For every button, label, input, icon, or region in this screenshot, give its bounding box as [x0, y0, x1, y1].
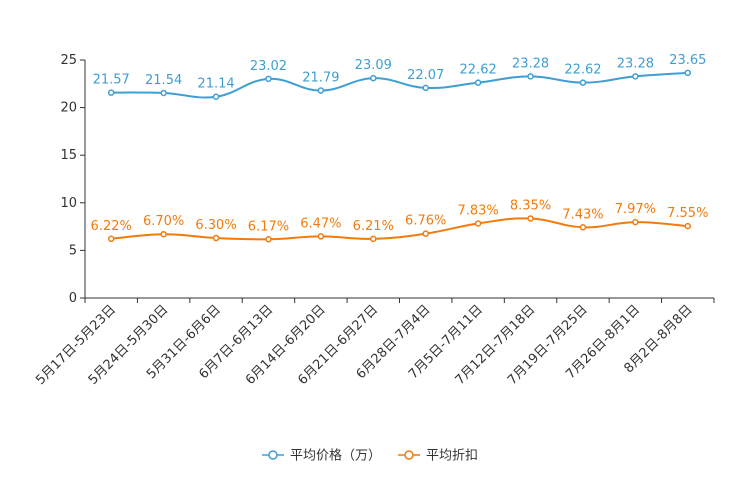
data-label: 6.30% [195, 218, 236, 233]
data-point[interactable] [265, 236, 272, 243]
data-label: 23.09 [355, 58, 392, 73]
data-label: 23.28 [512, 56, 549, 71]
legend-marker-icon [268, 450, 278, 460]
data-label: 7.97% [615, 202, 656, 217]
data-point[interactable] [370, 74, 377, 82]
series-avg-discount: 6.22% 6.70% 6.30% 6.17% 6.47% 6.21% 6.76% 7.83%… [91, 199, 708, 243]
legend-label: 平均折扣 [426, 449, 478, 464]
legend-label: 平均价格（万） [290, 448, 381, 464]
data-point[interactable] [317, 233, 325, 240]
data-label: 8.35% [510, 199, 551, 214]
y-tick-label: 5 [69, 243, 77, 258]
data-point[interactable] [317, 87, 325, 94]
data-label: 6.17% [248, 219, 289, 234]
y-tick-label: 15 [60, 148, 77, 163]
series-avg-price: 21.57 21.54 21.14 23.02 21.79 23.09 22.07 22.62… [93, 53, 706, 100]
data-point[interactable] [107, 89, 115, 96]
legend-item-avg-price[interactable]: 平均价格（万） [262, 448, 381, 464]
data-label: 6.70% [143, 214, 184, 229]
series-line[interactable] [111, 217, 688, 241]
y-tick-label: 0 [69, 291, 77, 306]
data-point[interactable] [684, 222, 692, 230]
data-label: 6.76% [405, 214, 446, 229]
data-point[interactable] [527, 73, 534, 80]
data-point[interactable] [107, 235, 115, 243]
data-label: 23.28 [617, 56, 654, 71]
data-point[interactable] [212, 234, 220, 242]
data-label: 7.55% [667, 206, 708, 221]
data-point[interactable] [212, 93, 220, 100]
data-point[interactable] [160, 230, 167, 238]
data-point[interactable] [265, 75, 272, 83]
data-point[interactable] [579, 79, 587, 86]
data-label: 22.62 [564, 63, 601, 78]
y-tick-label: 10 [60, 196, 77, 211]
y-tick-label: 25 [60, 53, 77, 68]
data-label: 6.21% [353, 219, 394, 234]
data-label: 23.65 [669, 53, 706, 68]
data-point[interactable] [527, 215, 534, 222]
data-label: 7.83% [457, 203, 498, 218]
legend[interactable]: 平均价格（万） 平均折扣 [262, 448, 478, 464]
data-point[interactable] [474, 79, 482, 86]
data-point[interactable] [684, 69, 692, 77]
data-label: 22.07 [407, 68, 444, 83]
data-label: 21.54 [145, 73, 182, 88]
series-line[interactable] [111, 71, 688, 99]
data-point[interactable] [422, 84, 429, 92]
data-point[interactable] [579, 224, 587, 231]
data-label: 21.14 [197, 77, 234, 92]
data-label: 22.62 [460, 63, 497, 78]
legend-marker-icon [404, 450, 414, 460]
data-point[interactable] [370, 235, 377, 243]
data-point[interactable] [160, 89, 167, 97]
data-label: 6.22% [91, 219, 132, 234]
data-label: 6.47% [300, 216, 341, 231]
data-label: 23.02 [250, 59, 287, 74]
data-label: 21.57 [93, 73, 130, 88]
y-tick-label: 20 [60, 101, 77, 116]
data-label: 7.43% [562, 207, 603, 222]
data-point[interactable] [474, 220, 482, 227]
data-point[interactable] [632, 73, 639, 80]
data-point[interactable] [422, 230, 429, 237]
data-label: 21.79 [302, 71, 339, 86]
data-point[interactable] [632, 218, 639, 226]
legend-item-avg-discount[interactable]: 平均折扣 [398, 449, 478, 464]
series-layer: 21.57 21.54 21.14 23.02 21.79 23.09 22.07 22.62… [91, 53, 708, 243]
